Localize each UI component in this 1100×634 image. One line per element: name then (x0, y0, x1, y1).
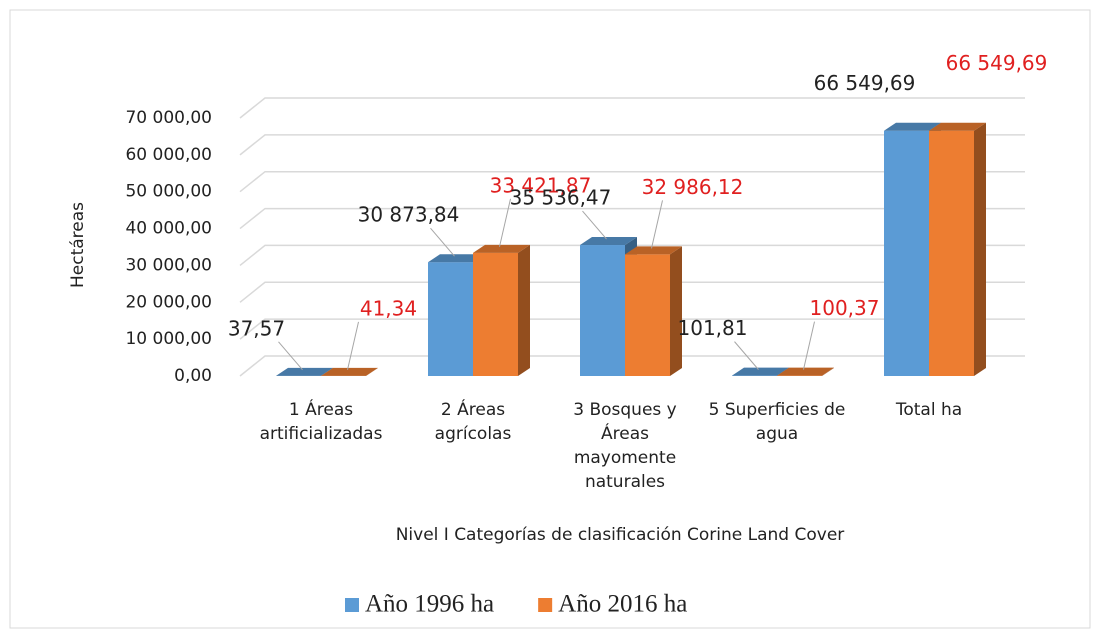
bar-face (580, 245, 625, 376)
y-tick-label: 40 000,00 (125, 219, 212, 239)
data-label: 66 549,69 (814, 71, 916, 95)
grid-line (239, 244, 1025, 267)
leader-line (651, 200, 663, 249)
bar-face (670, 246, 682, 376)
y-tick-label: 50 000,00 (125, 182, 212, 202)
leader-line (347, 321, 359, 370)
bar-face (732, 367, 789, 376)
leader-line (582, 210, 607, 240)
y-tick-label: 30 000,00 (125, 255, 212, 275)
leader-line (734, 341, 759, 370)
bar-face (321, 367, 378, 376)
bar-face (580, 237, 637, 246)
y-tick-label: 60 000,00 (125, 145, 212, 165)
leader-line (278, 341, 303, 371)
data-label: 66 549,69 (946, 51, 1048, 75)
bar (625, 246, 682, 376)
data-label: 101,81 (678, 316, 748, 340)
bar-face (929, 122, 986, 131)
bar-face (777, 367, 834, 376)
bar-face (884, 122, 941, 131)
leader-line (499, 198, 511, 247)
data-label: 32 986,12 (642, 175, 744, 199)
leader-line (430, 227, 455, 257)
data-label: 100,37 (810, 296, 880, 320)
bar-face (428, 262, 473, 376)
bar-face (929, 130, 974, 376)
bar-face (366, 367, 378, 376)
y-tick-label: 20 000,00 (125, 292, 212, 312)
grid-line (239, 97, 1025, 119)
bar (321, 367, 378, 376)
bar (473, 244, 530, 376)
bar-face (822, 367, 834, 376)
x-tick-label: 5 Superficies de agua (708, 400, 846, 444)
bar-face (473, 252, 518, 376)
bar-face (518, 244, 530, 376)
y-tick-label: 0,00 (174, 366, 212, 386)
data-label: 33 421,87 (490, 173, 592, 197)
data-label: 35 536,47 (510, 186, 612, 210)
x-tick-label: 3 Bosques y Áreas mayomente naturales (573, 400, 677, 492)
grid-line (239, 355, 1025, 377)
bar (777, 367, 834, 376)
data-label: 37,57 (228, 316, 285, 340)
bar-face (473, 244, 530, 253)
y-axis-title: Hectáreas (68, 202, 88, 288)
bar (929, 122, 986, 376)
bar-face (884, 130, 929, 376)
bar-face (276, 367, 333, 376)
legend-swatch (345, 598, 359, 612)
grid-line (239, 170, 1025, 193)
data-label: 30 873,84 (358, 203, 460, 227)
x-tick-label: 1 Áreas artificializadas (259, 400, 383, 444)
bar-face (428, 254, 485, 263)
legend-label: Año 1996 ha (365, 591, 494, 618)
y-tick-label: 10 000,00 (125, 329, 212, 349)
y-tick-label: 70 000,00 (125, 108, 212, 128)
bar-face (625, 254, 670, 376)
bar-face (625, 246, 682, 255)
bar-face (974, 122, 986, 376)
grid-line (239, 281, 1025, 303)
data-label: 41,34 (360, 296, 417, 320)
grid-line (239, 318, 1025, 340)
grid-line (239, 207, 1025, 230)
legend-label: Año 2016 ha (558, 591, 687, 618)
x-axis-title: Nivel I Categorías de clasificación Cori… (396, 525, 845, 545)
grid-line (239, 134, 1025, 156)
legend-swatch (538, 598, 553, 612)
leader-line (803, 321, 815, 370)
x-tick-label: Total ha (895, 400, 963, 420)
x-tick-label: 2 Áreas agrícolas (434, 400, 512, 444)
